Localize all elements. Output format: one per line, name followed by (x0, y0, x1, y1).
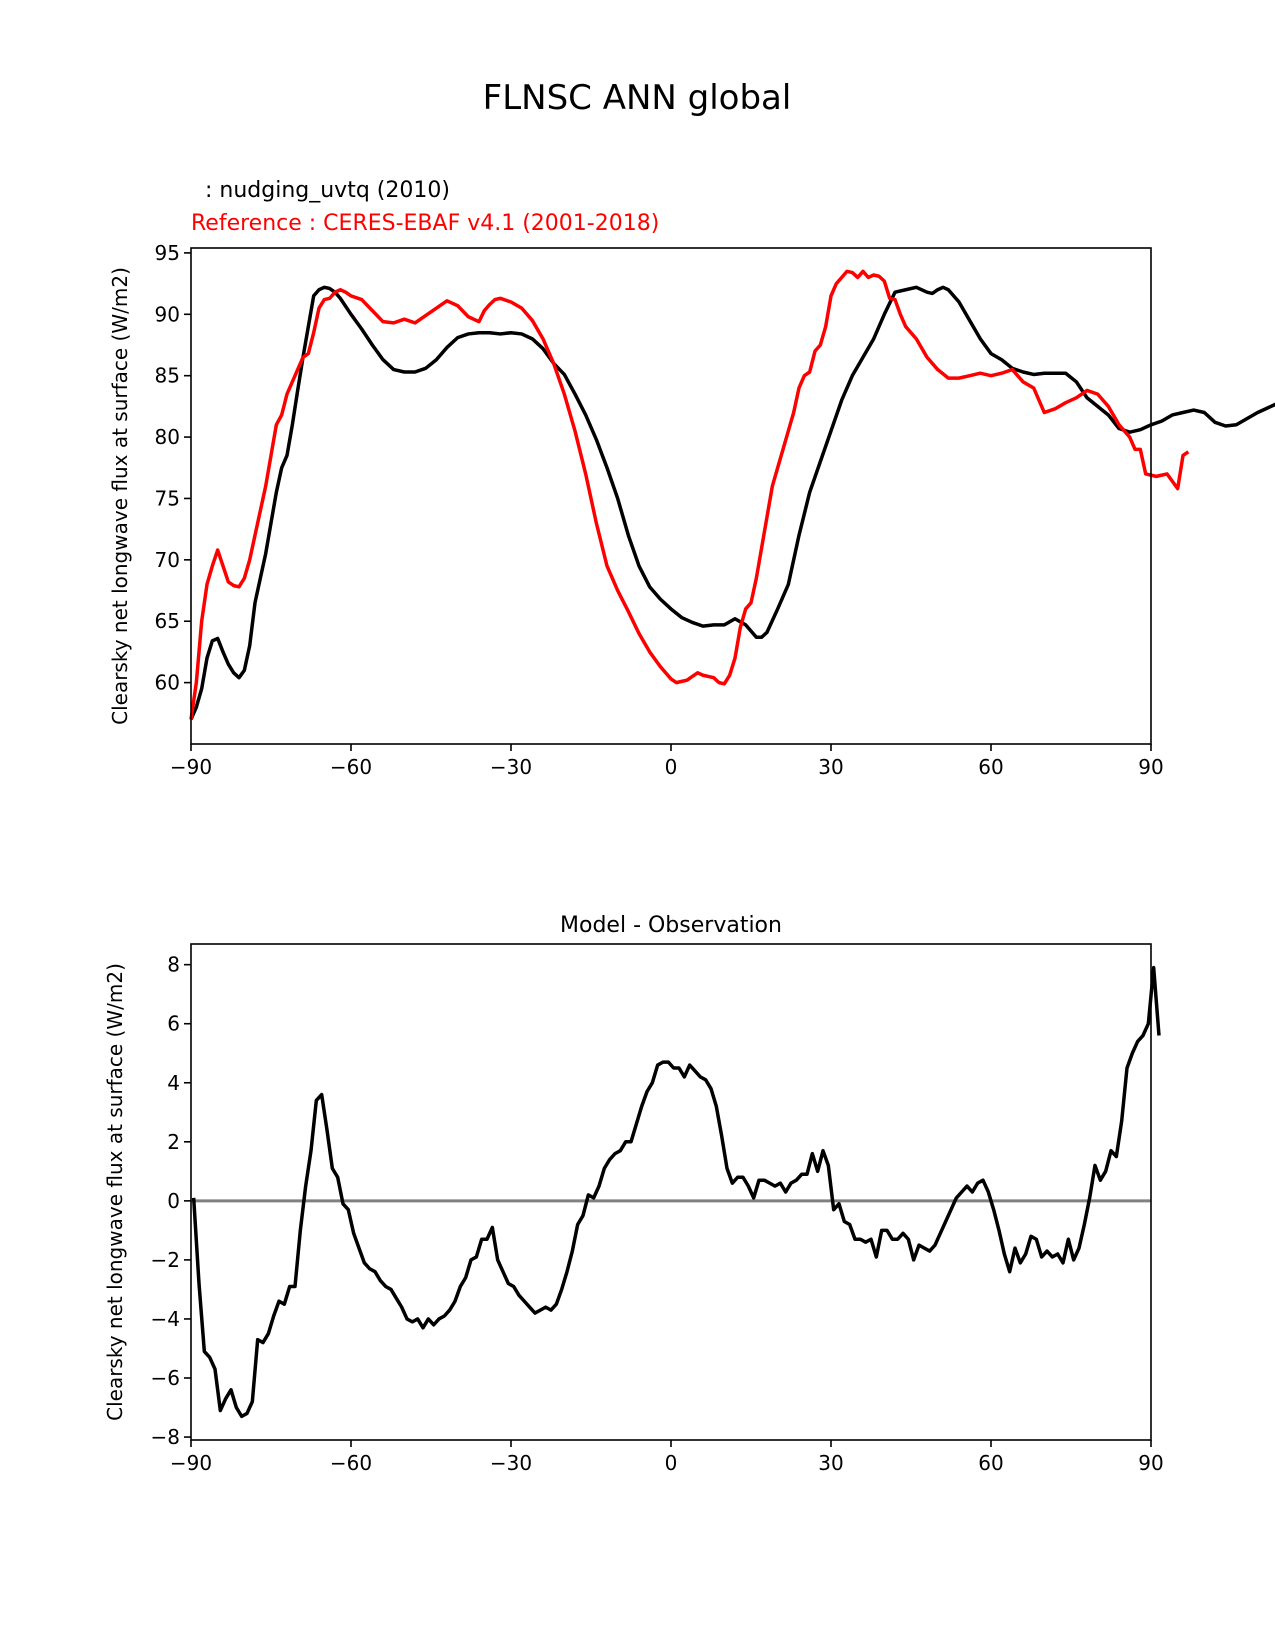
x-tick-label: −90 (170, 1451, 212, 1475)
difference-chart-panel: −90 −60 −30 0 30 60 90 −8 −6 −4 −2 0 2 4 6 8 Clearsky ne… (103, 913, 1164, 1475)
y-tick-label: −8 (151, 1425, 180, 1449)
y-tick-label: 65 (155, 609, 180, 633)
series-line-1 (189, 285, 1275, 721)
y-tick-label: 2 (167, 1130, 180, 1154)
y-tick-label: −4 (151, 1307, 180, 1331)
test-case-title: : nudging_uvtq (2010) (205, 178, 450, 203)
x-tick-label: −60 (330, 1451, 372, 1475)
series-line-2 (189, 269, 1190, 720)
x-tick-label: 90 (1138, 1451, 1163, 1475)
panel-title: Model - Observation (560, 913, 782, 938)
figure-title: FLNSC ANN global (483, 78, 792, 118)
y-tick-label: 90 (155, 302, 180, 326)
y-tick-label: 60 (155, 671, 180, 695)
x-tick-label: 30 (818, 755, 843, 779)
x-tick-label: 60 (978, 755, 1003, 779)
y-tick-label: 85 (155, 364, 180, 388)
series-line-1 (191, 965, 1161, 1419)
x-tick-label: 90 (1138, 755, 1163, 779)
y-tick-label: −6 (151, 1366, 180, 1390)
y-axis-label: Clearsky net longwave flux at surface (W… (108, 267, 132, 725)
x-tick-label: −90 (170, 755, 212, 779)
y-tick-label: 6 (167, 1012, 180, 1036)
x-tick-label: −60 (330, 755, 372, 779)
reference-title: Reference : CERES-EBAF v4.1 (2001-2018) (191, 211, 659, 236)
y-tick-label: 95 (155, 241, 180, 265)
y-tick-label: 70 (155, 548, 180, 572)
y-axis-label: Clearsky net longwave flux at surface (W… (103, 963, 127, 1421)
y-tick-label: 80 (155, 425, 180, 449)
x-tick-label: 60 (978, 1451, 1003, 1475)
y-tick-label: −2 (151, 1248, 180, 1272)
top-chart-panel: −90 −60 −30 0 30 60 90 60 65 70 75 80 85 90 95 Clearsky… (108, 178, 1275, 779)
x-tick-label: −30 (490, 1451, 532, 1475)
x-tick-label: 0 (665, 1451, 678, 1475)
x-tick-label: 0 (665, 755, 678, 779)
x-tick-label: 30 (818, 1451, 843, 1475)
y-tick-label: 4 (167, 1071, 180, 1095)
x-tick-label: −30 (490, 755, 532, 779)
y-tick-label: 8 (167, 953, 180, 977)
y-tick-label: 75 (155, 486, 180, 510)
y-tick-label: 0 (167, 1189, 180, 1213)
